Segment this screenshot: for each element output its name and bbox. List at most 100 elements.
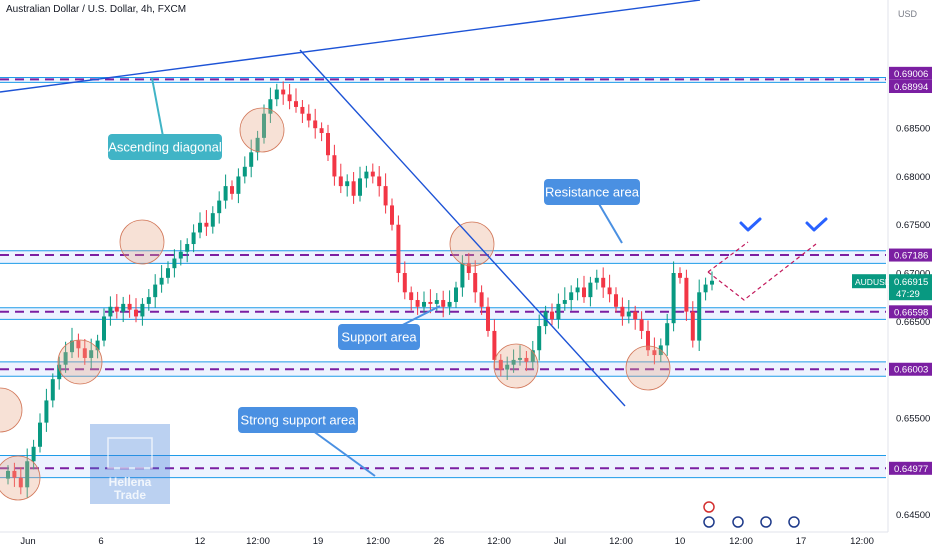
candle-body (511, 359, 516, 365)
candle-body (562, 300, 567, 304)
level-price-text: 0.67186 (894, 251, 928, 262)
candle-body (684, 277, 689, 312)
time-tick-label: 12:00 (487, 536, 511, 547)
price-tick-label: 0.67500 (896, 220, 930, 231)
level-price-tag (889, 248, 932, 262)
candle-body (153, 284, 158, 298)
candle-body (594, 277, 599, 283)
candle-body (172, 258, 177, 269)
candle-body (530, 350, 535, 362)
candle-body (396, 224, 401, 273)
level-price-tag (889, 305, 932, 319)
level-price-text: 0.68994 (894, 82, 928, 93)
candle-body (210, 213, 215, 227)
time-tick-label: 19 (313, 536, 324, 547)
check-icon (805, 217, 828, 232)
annotation-label-text: Resistance area (545, 185, 640, 200)
touch-highlight-circle (57, 339, 103, 385)
candle-body (422, 301, 426, 307)
candle-body (134, 309, 138, 317)
candle-body (63, 352, 68, 365)
candle-body (12, 470, 17, 478)
touch-highlight-circle (0, 455, 41, 501)
candle-body (300, 106, 305, 114)
candle-body (390, 205, 394, 225)
candle-body (671, 273, 676, 324)
time-tick-label: 26 (434, 536, 445, 547)
candle-body (364, 171, 369, 179)
candle-body (377, 176, 382, 187)
touch-highlight-circle (0, 387, 23, 433)
candle-body (646, 330, 650, 351)
candle-body (230, 186, 234, 194)
countdown-text: 47:29 (896, 289, 920, 300)
candle-body (690, 311, 695, 341)
price-tick-label: 0.68500 (896, 124, 930, 135)
level-price-text: 0.66003 (894, 365, 928, 376)
candle-body (95, 340, 100, 351)
time-tick-label: 10 (675, 536, 686, 547)
candle-body (313, 120, 318, 129)
candle-body (31, 446, 36, 462)
economic-event-icon (703, 516, 715, 528)
candle-body (518, 357, 522, 360)
candle-body (473, 273, 478, 293)
candle-body (601, 277, 606, 288)
candle-body (537, 326, 542, 351)
candle-body (217, 200, 222, 214)
candle-body (326, 133, 330, 156)
candle-body (710, 280, 714, 285)
candle-body (127, 303, 132, 310)
touch-highlight-circle (119, 219, 165, 265)
symbol-title: Australian Dollar / U.S. Dollar, 4h, FXC… (6, 4, 187, 15)
time-tick-label: 6 (98, 536, 103, 547)
candle-logo-icon (107, 437, 153, 469)
candle-body (498, 359, 503, 370)
time-tick-label: 12:00 (850, 536, 874, 547)
candle-body (639, 319, 644, 331)
economic-event-icon (703, 501, 715, 513)
candle-body (38, 422, 42, 447)
candle-body (652, 350, 657, 356)
price-tick-label: 0.68000 (896, 172, 930, 183)
candle-body (665, 323, 670, 346)
time-tick-label: 12:00 (246, 536, 270, 547)
candle-body (441, 300, 446, 307)
candle-body (166, 268, 170, 278)
candle-body (6, 470, 10, 479)
candle-body (198, 222, 202, 233)
candle-body (415, 300, 420, 307)
candle-body (575, 287, 580, 293)
candle-body (697, 292, 702, 341)
price-tick-label: 0.65500 (896, 413, 930, 424)
touch-highlight-circle (493, 343, 539, 389)
candle-body (409, 292, 414, 301)
candle-body (620, 306, 625, 317)
candle-body (76, 340, 81, 349)
candle-body (633, 311, 638, 320)
candle-body (505, 364, 510, 370)
candle-body (383, 186, 388, 206)
level-price-tag (889, 66, 932, 80)
candle-body (550, 311, 554, 320)
candle-body (466, 263, 471, 273)
candle-body (242, 166, 247, 177)
candle-body (287, 94, 292, 102)
candle-body (351, 181, 356, 196)
time-tick-label: Jun (20, 536, 35, 547)
annotation-label-text: Ascending diagonal (108, 140, 222, 155)
candle-body (82, 348, 87, 358)
candle-body (434, 300, 439, 304)
candle-body (524, 357, 529, 362)
economic-event-icon (760, 516, 772, 528)
price-tick-label: 0.66500 (896, 317, 930, 328)
descending-trendline (299, 49, 626, 407)
current-symbol-text: AUDUSD (855, 277, 891, 287)
level-price-tag (889, 461, 932, 475)
candle-body (108, 306, 113, 317)
touch-highlight-circle (449, 221, 495, 267)
candle-body (89, 350, 94, 358)
